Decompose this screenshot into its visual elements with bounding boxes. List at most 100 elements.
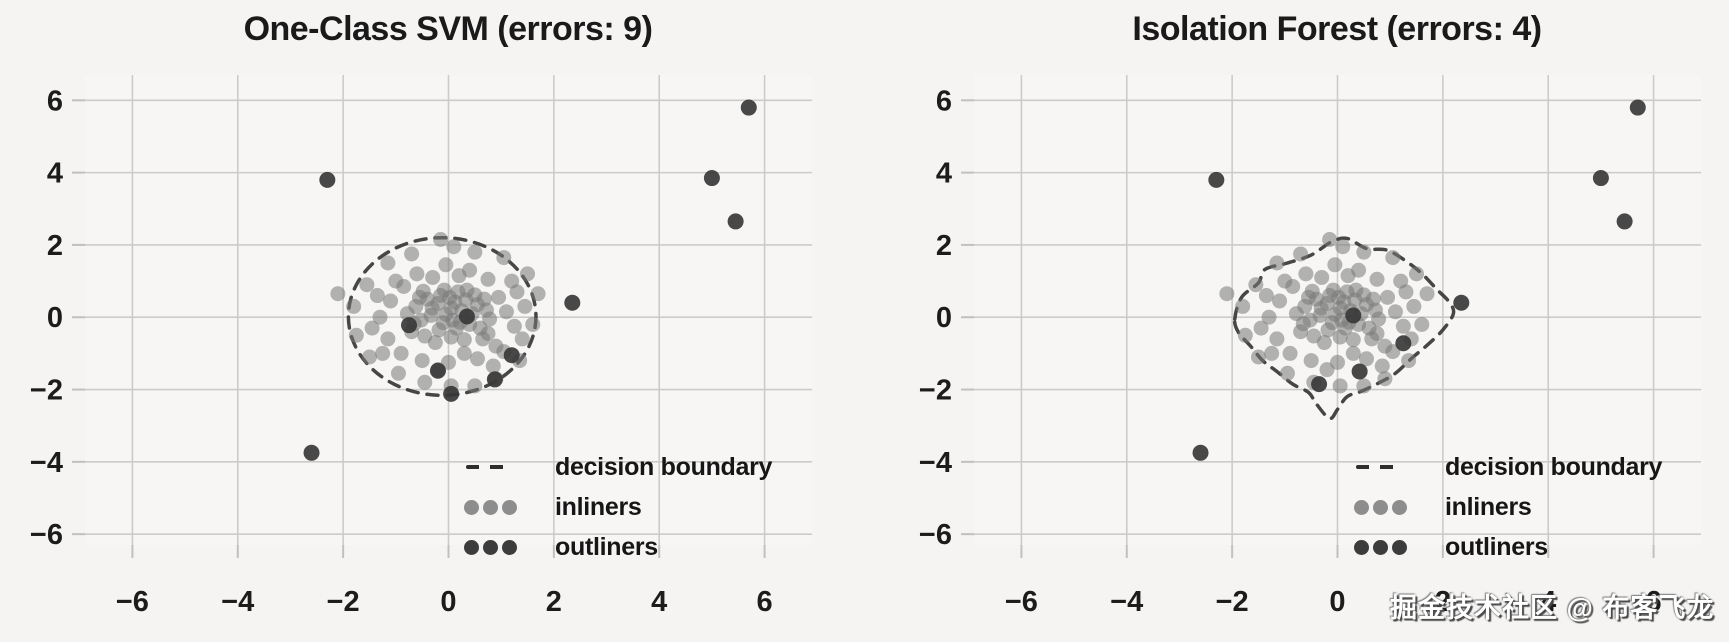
y-tick-label: 0 [47,302,63,334]
inlier-point [372,309,388,325]
decision-boundary-marker [1345,465,1415,469]
y-tick-label: 6 [936,85,952,117]
inlier-point [1406,298,1422,314]
right-outlier-points [1192,99,1646,461]
outliers-marker [1345,539,1415,555]
x-tick-label: 2 [1435,586,1451,618]
inlier-point [1319,295,1335,311]
inlier-point [1371,311,1387,327]
inlier-point [1380,289,1396,305]
right-plot-tick-marks [961,99,1655,558]
inlier-point [330,286,346,302]
inlier-point [485,358,501,374]
inlier-point [369,288,385,304]
x-tick-label: −6 [116,586,149,618]
inlier-point [1277,273,1293,289]
inlier-point [517,298,533,314]
inlier-point [1356,378,1372,394]
inlier-point [1409,266,1425,282]
right-plot-x-tick-labels: −6 −4 −2 0 2 4 6 [1005,586,1662,618]
legend-item-outliners: outliners [455,527,785,567]
x-tick-label: −6 [1005,586,1038,618]
inlier-point [1312,307,1328,323]
outlier-point [703,170,720,187]
outlier-point [1192,444,1209,461]
outlier-point [319,171,336,188]
inlier-point [469,351,485,367]
legend-item-outliners: outliners [1345,527,1675,567]
inlier-point [417,328,433,344]
inlier-point [1304,283,1320,299]
inliers-marker [1345,499,1415,515]
inlier-point [1395,318,1411,334]
inlier-point [375,345,391,361]
inlier-point [404,246,420,262]
left-plot-y-tick-labels: 6 4 2 0 −2 −4 −6 [30,85,63,551]
inliers-marker [455,499,525,515]
x-tick-label: 0 [1329,586,1345,618]
inlier-point [364,320,380,336]
watermark: 掘金技术社区 @ 布客飞龙 [1390,593,1715,623]
outlier-point [429,362,446,379]
inlier-point [1237,327,1253,343]
inlier-point [480,271,496,287]
outlier-point [1453,294,1470,311]
inlier-point [390,365,406,381]
inlier-point [1325,282,1341,298]
legend-item-inliners: inliners [1345,487,1675,527]
inlier-point [456,345,472,361]
outlier-point [564,294,581,311]
inlier-point [446,239,462,255]
y-tick-label: −2 [919,375,952,407]
inlier-point [415,283,431,299]
inlier-point [496,250,512,266]
inlier-point [393,345,409,361]
inlier-point [361,349,377,365]
inlier-point [388,273,404,289]
outlier-point [303,444,320,461]
inlier-point [1250,349,1266,365]
inlier-point [433,232,449,247]
inlier-point [1335,239,1351,255]
outlier-point [740,99,757,116]
inlier-point [459,282,475,298]
inlier-point [504,273,520,289]
inlier-point [1293,246,1309,262]
inlier-point [348,327,364,343]
inlier-point [1369,326,1385,341]
x-tick-label: −4 [1110,586,1143,618]
inlier-point [1356,244,1372,260]
inlier-point [482,311,498,327]
inlier-point [1385,344,1401,360]
inlier-point [1279,365,1295,381]
left-inlier-points [330,232,546,394]
outlier-point [503,347,520,364]
inlier-point [1385,250,1401,266]
inlier-point [462,262,478,278]
outlier-point [458,308,475,325]
inlier-point [1369,271,1385,287]
inlier-point [441,354,456,370]
inlier-point [467,244,483,260]
inlier-point [1253,320,1269,336]
inlier-point [480,326,496,341]
legend-label: inliners [1445,492,1532,521]
y-tick-label: 4 [47,158,63,190]
decision-boundary-marker [455,465,525,469]
legend-item-inliners: inliners [455,487,785,527]
inlier-point [1261,309,1277,325]
x-tick-label: −2 [1216,586,1249,618]
inlier-point [456,332,472,348]
inlier-point [380,255,396,271]
left-plot-title: One-Class SVM (errors: 9) [243,10,653,48]
x-tick-label: −4 [221,586,254,618]
inlier-point [520,266,536,282]
inlier-point [1272,293,1288,309]
inlier-point [525,316,541,332]
y-tick-label: 2 [936,230,952,262]
inlier-point [1374,358,1390,374]
outliers-marker [455,539,525,555]
inlier-point [530,286,546,302]
inlier-point [1319,362,1335,378]
